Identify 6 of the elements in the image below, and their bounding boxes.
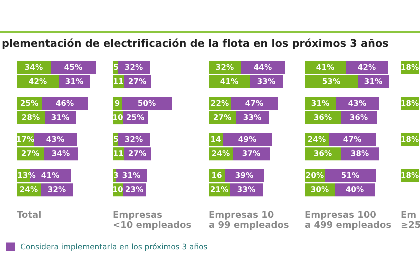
- x-axis-title: Empresas 10 a 99 empleados: [209, 211, 289, 230]
- x-axis-title: Total: [17, 211, 41, 218]
- x-axis-title: Em ≥25: [402, 211, 420, 228]
- x-axis-title: Empresas 100 a 499 empleados: [305, 211, 392, 230]
- text: plementación de electrificación de la flota en los próximos 3 años: [2, 38, 388, 50]
- x-axis-title: Empresas <10 empleados: [114, 211, 192, 230]
